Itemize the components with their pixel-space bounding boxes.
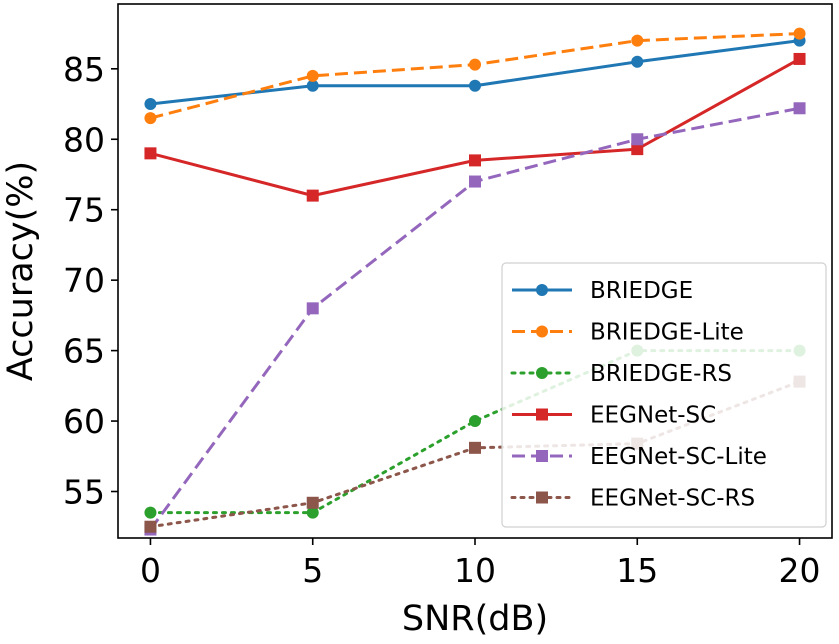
- legend-marker: [536, 450, 548, 462]
- data-point: [793, 102, 806, 115]
- series-briedge-lite: [144, 27, 806, 125]
- data-point: [144, 98, 157, 111]
- legend-entry: EEGNet-SC-RS: [510, 486, 755, 512]
- data-point: [631, 143, 644, 156]
- data-point: [631, 55, 644, 68]
- data-point: [793, 52, 806, 65]
- legend-marker: [536, 491, 548, 504]
- y-tick-label: 80: [63, 120, 105, 159]
- y-tick-label: 85: [63, 50, 105, 89]
- y-tick-label: 70: [63, 261, 105, 300]
- plot-frame: [117, 3, 833, 539]
- data-point: [631, 34, 644, 47]
- data-point: [793, 27, 806, 40]
- legend: BRIEDGE BRIEDGE-Lite BRIEDGE-RS EEGNet-SC EE…: [501, 262, 827, 528]
- legend-label: BRIEDGE: [590, 278, 693, 304]
- legend-marker: [536, 284, 548, 296]
- data-point: [306, 189, 319, 202]
- legend-label: BRIEDGE-RS: [590, 361, 732, 387]
- y-tick-label: 60: [63, 402, 105, 441]
- series-eegnet-sc: [144, 52, 806, 202]
- data-point: [306, 79, 319, 92]
- data-point: [469, 441, 481, 454]
- x-tick-label: 15: [616, 551, 658, 590]
- data-point: [144, 506, 157, 519]
- y-tick-label: 55: [63, 473, 105, 512]
- y-tick-label: 65: [63, 332, 105, 371]
- data-point: [306, 496, 319, 509]
- data-point: [144, 112, 157, 125]
- x-axis-label: SNR(dB): [402, 599, 548, 639]
- data-point: [144, 520, 157, 533]
- x-tick-label: 0: [140, 551, 161, 590]
- legend-box: [501, 262, 827, 528]
- legend-entry: EEGNet-SC: [512, 403, 716, 429]
- data-point: [306, 69, 319, 82]
- data-point: [469, 415, 481, 428]
- data-point: [631, 133, 644, 146]
- data-point: [469, 175, 481, 188]
- legend-entry: BRIEDGE-Lite: [512, 320, 744, 346]
- legend-marker: [536, 367, 548, 379]
- x-tick-label: 20: [779, 551, 821, 590]
- legend-label: EEGNet-SC-RS: [590, 486, 755, 512]
- data-point: [469, 154, 481, 167]
- legend-label: BRIEDGE-Lite: [590, 320, 744, 346]
- data-point: [306, 302, 319, 315]
- data-point: [306, 506, 319, 519]
- data-point: [469, 79, 481, 92]
- legend-marker: [536, 325, 548, 338]
- legend-marker: [536, 408, 548, 421]
- y-axis-label: Accuracy(%): [1, 161, 41, 381]
- data-point: [144, 147, 157, 160]
- y-tick-label: 75: [63, 191, 105, 230]
- legend-label: EEGNet-SC-Lite: [590, 444, 767, 470]
- x-tick-label: 5: [302, 551, 323, 590]
- legend-label: EEGNet-SC: [590, 403, 716, 429]
- data-point: [469, 58, 481, 71]
- legend-entry: EEGNet-SC-Lite: [512, 444, 767, 470]
- legend-entry: BRIEDGE-RS: [510, 361, 732, 387]
- x-tick-label: 10: [454, 551, 496, 590]
- legend-entry: BRIEDGE: [512, 278, 693, 304]
- tick-layer: 0 5 10 15 20 55 60 65 70 75 80 85: [63, 50, 821, 590]
